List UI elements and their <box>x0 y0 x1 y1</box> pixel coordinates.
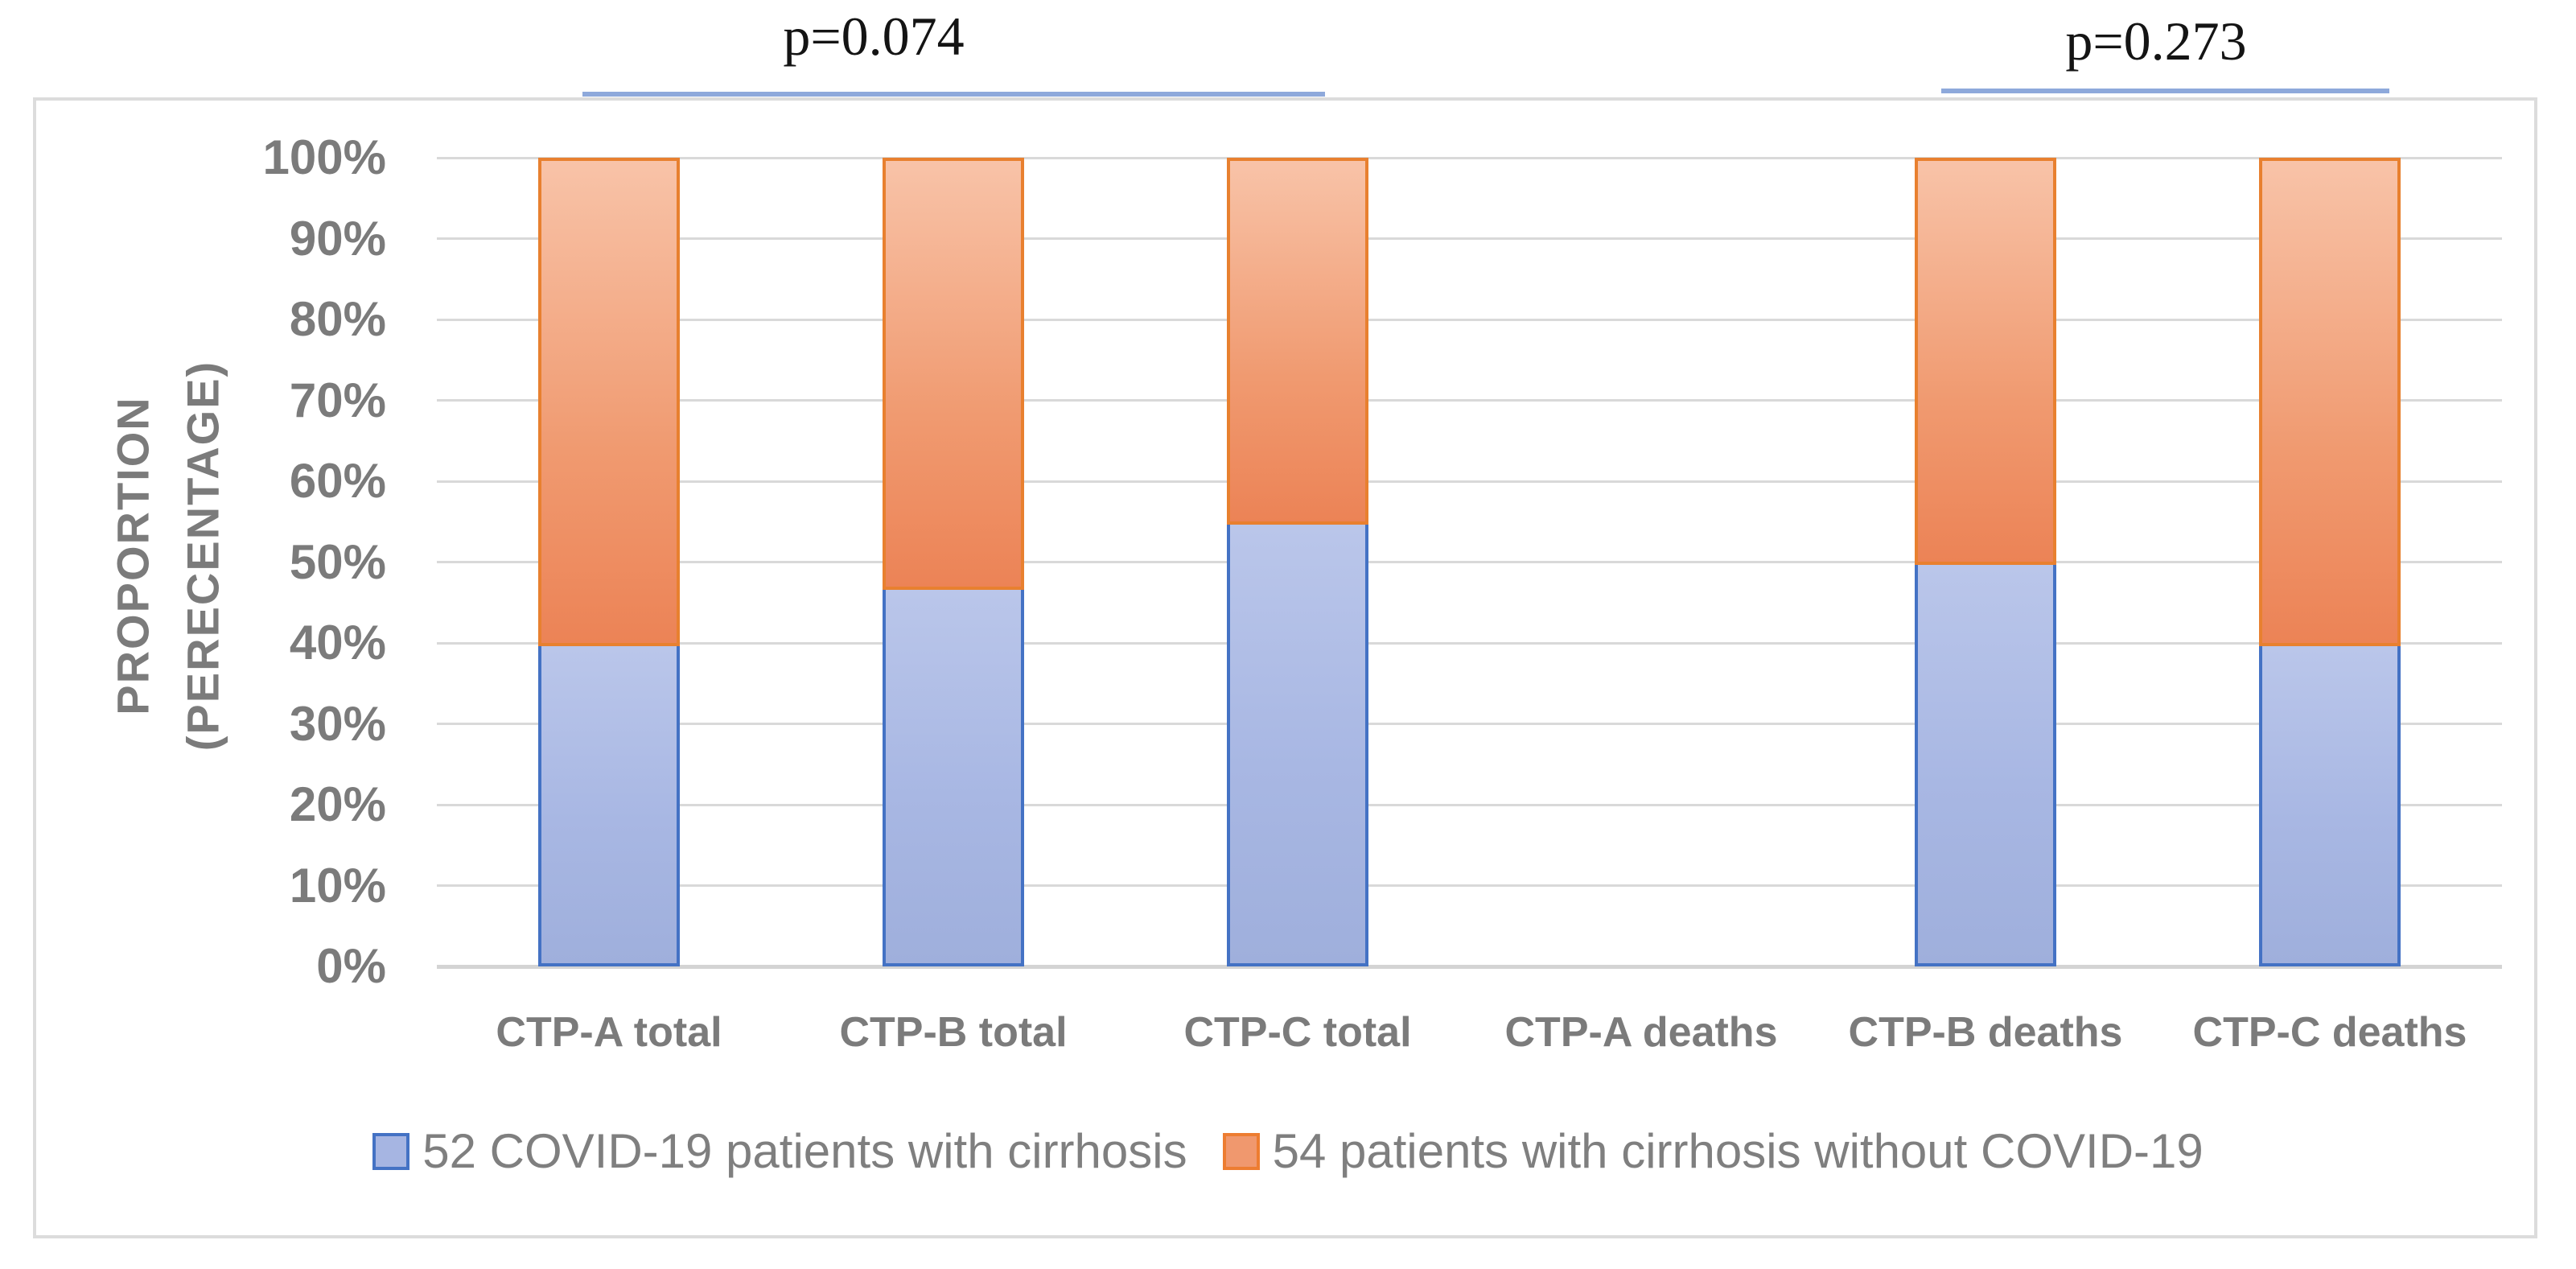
y-tick-label: 60% <box>289 454 386 508</box>
legend-item-cirrhosis-no-covid: 54 patients with cirrhosis without COVID… <box>1222 1123 2204 1179</box>
bar-segment-cirrhosis-no-covid <box>538 158 680 646</box>
y-tick-label: 100% <box>262 130 386 184</box>
bar-segment-cirrhosis-no-covid <box>1227 158 1368 525</box>
p-value-annotation-2: p=0.273 <box>2065 10 2247 72</box>
y-tick-label: 90% <box>289 212 386 266</box>
bar-segment-cirrhosis-no-covid <box>883 158 1024 590</box>
bar-segment-covid-cirrhosis <box>1915 562 2056 966</box>
x-category-label: CTP-B deaths <box>1848 1009 2123 1056</box>
x-category-label: CTP-C deaths <box>2192 1009 2467 1056</box>
gridline <box>437 884 2502 887</box>
bar-segment-covid-cirrhosis <box>538 643 680 966</box>
legend-item-covid-cirrhosis: 52 COVID-19 patients with cirrhosis <box>372 1123 1187 1179</box>
bar-segment-covid-cirrhosis <box>1227 521 1368 966</box>
y-tick-label: 50% <box>289 535 386 589</box>
legend: 52 COVID-19 patients with cirrhosis 54 p… <box>0 1123 2576 1179</box>
gridline <box>437 804 2502 806</box>
y-tick-label: 70% <box>289 373 386 427</box>
x-category-label: CTP-C total <box>1183 1009 1412 1056</box>
y-tick-label: 80% <box>289 292 386 346</box>
gridline <box>437 319 2502 321</box>
y-tick-label: 30% <box>289 697 386 751</box>
x-category-label: CTP-A deaths <box>1504 1009 1778 1056</box>
p-value-annotation-1: p=0.074 <box>783 6 965 67</box>
gridline <box>437 642 2502 645</box>
y-tick-label: 20% <box>289 777 386 831</box>
gridline <box>437 237 2502 240</box>
significance-line-2 <box>1941 89 2389 93</box>
y-tick-label: 40% <box>289 616 386 670</box>
bar-segment-cirrhosis-no-covid <box>2259 158 2401 646</box>
legend-swatch-blue-icon <box>372 1132 410 1170</box>
bar-segment-covid-cirrhosis <box>2259 643 2401 966</box>
gridline <box>437 157 2502 159</box>
significance-line-1 <box>582 92 1325 97</box>
x-category-label: CTP-B total <box>839 1009 1068 1056</box>
gridline <box>437 399 2502 402</box>
x-category-label: CTP-A total <box>496 1009 722 1056</box>
legend-swatch-orange-icon <box>1222 1132 1260 1170</box>
gridline <box>437 723 2502 725</box>
legend-label: 52 COVID-19 patients with cirrhosis <box>422 1124 1187 1178</box>
gridline <box>437 480 2502 483</box>
legend-label: 54 patients with cirrhosis without COVID… <box>1272 1124 2204 1178</box>
bar-segment-cirrhosis-no-covid <box>1915 158 2056 565</box>
y-tick-label: 0% <box>316 939 386 993</box>
x-axis-line <box>437 965 2502 969</box>
gridline <box>437 561 2502 563</box>
y-tick-label: 10% <box>289 859 386 913</box>
bar-segment-covid-cirrhosis <box>883 587 1024 966</box>
